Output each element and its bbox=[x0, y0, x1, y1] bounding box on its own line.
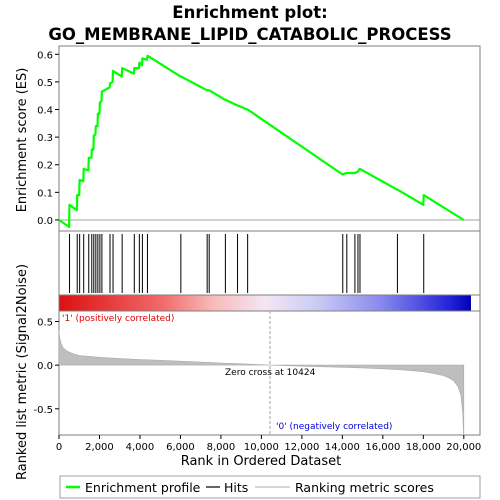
legend-metric-label: Ranking metric scores bbox=[295, 480, 434, 495]
es-y-tick-label: 0.2 bbox=[37, 161, 53, 172]
metric-y-ticks: -0.5 0.0 0.5 bbox=[33, 317, 59, 416]
x-tick-label: 2,000 bbox=[85, 442, 114, 453]
hits-panel bbox=[58, 230, 481, 296]
metric-panel: -0.5 0.0 0.5 0 2,000 4,000 6,000 8,000 10,000 12… bbox=[15, 264, 481, 480]
es-y-axis-label: Enrichment score (ES) bbox=[15, 68, 30, 213]
es-y-tick-label: 0.5 bbox=[37, 78, 53, 89]
x-tick-label: 0 bbox=[56, 442, 62, 453]
legend-enrichment-label: Enrichment profile bbox=[85, 480, 201, 495]
es-curve-layer bbox=[58, 54, 480, 228]
enrichment-profile-line bbox=[58, 54, 465, 228]
x-tick-label: 4,000 bbox=[126, 442, 155, 453]
x-tick-label: 16,000 bbox=[365, 442, 400, 453]
metric-y-tick-label: 0.0 bbox=[37, 361, 53, 372]
metric-x-ticks: 0 2,000 4,000 6,000 8,000 10,000 12,000 14,000 1… bbox=[56, 435, 481, 453]
metric-y-tick-label: -0.5 bbox=[33, 405, 53, 416]
hits-layer bbox=[69, 234, 425, 293]
es-y-tick-label: 0.1 bbox=[37, 188, 53, 199]
metric-layer bbox=[58, 311, 465, 440]
negative-correlation-label: '0' (negatively correlated) bbox=[276, 422, 392, 432]
x-tick-label: 18,000 bbox=[406, 442, 441, 453]
chart-title-line-1: Enrichment plot: bbox=[172, 3, 327, 22]
legend-hits-label: Hits bbox=[224, 480, 248, 495]
x-tick-label: 12,000 bbox=[284, 442, 319, 453]
es-y-tick-label: 0.4 bbox=[37, 106, 53, 117]
metric-y-tick-label: 0.5 bbox=[37, 317, 53, 328]
metric-y-axis-label: Ranked list metric (Signal2Noise) bbox=[15, 264, 30, 480]
es-y-ticks: 0.0 0.1 0.2 0.3 0.4 0.5 0.6 bbox=[37, 50, 59, 227]
color-bar-gradient bbox=[59, 295, 471, 311]
x-tick-label: 14,000 bbox=[325, 442, 360, 453]
es-panel: 0.0 0.1 0.2 0.3 0.4 0.5 0.6 Enrichment score (… bbox=[15, 45, 481, 232]
ranking-metric-area bbox=[58, 330, 465, 440]
chart-title-line-2: GO_MEMBRANE_LIPID_CATABOLIC_PROCESS bbox=[48, 25, 451, 44]
es-y-tick-label: 0.0 bbox=[37, 216, 53, 227]
x-tick-label: 6,000 bbox=[166, 442, 195, 453]
rank-color-bar bbox=[58, 294, 481, 312]
zero-cross-label: Zero cross at 10424 bbox=[225, 368, 316, 378]
x-axis-label: Rank in Ordered Dataset bbox=[181, 454, 342, 469]
x-tick-label: 8,000 bbox=[207, 442, 236, 453]
x-tick-label: 20,000 bbox=[446, 442, 481, 453]
es-y-tick-label: 0.3 bbox=[37, 133, 53, 144]
es-y-tick-label: 0.6 bbox=[37, 50, 53, 61]
positive-correlation-label: '1' (positively correlated) bbox=[62, 314, 174, 324]
x-tick-label: 10,000 bbox=[244, 442, 279, 453]
legend: Enrichment profile Hits Ranking metric s… bbox=[59, 475, 481, 499]
